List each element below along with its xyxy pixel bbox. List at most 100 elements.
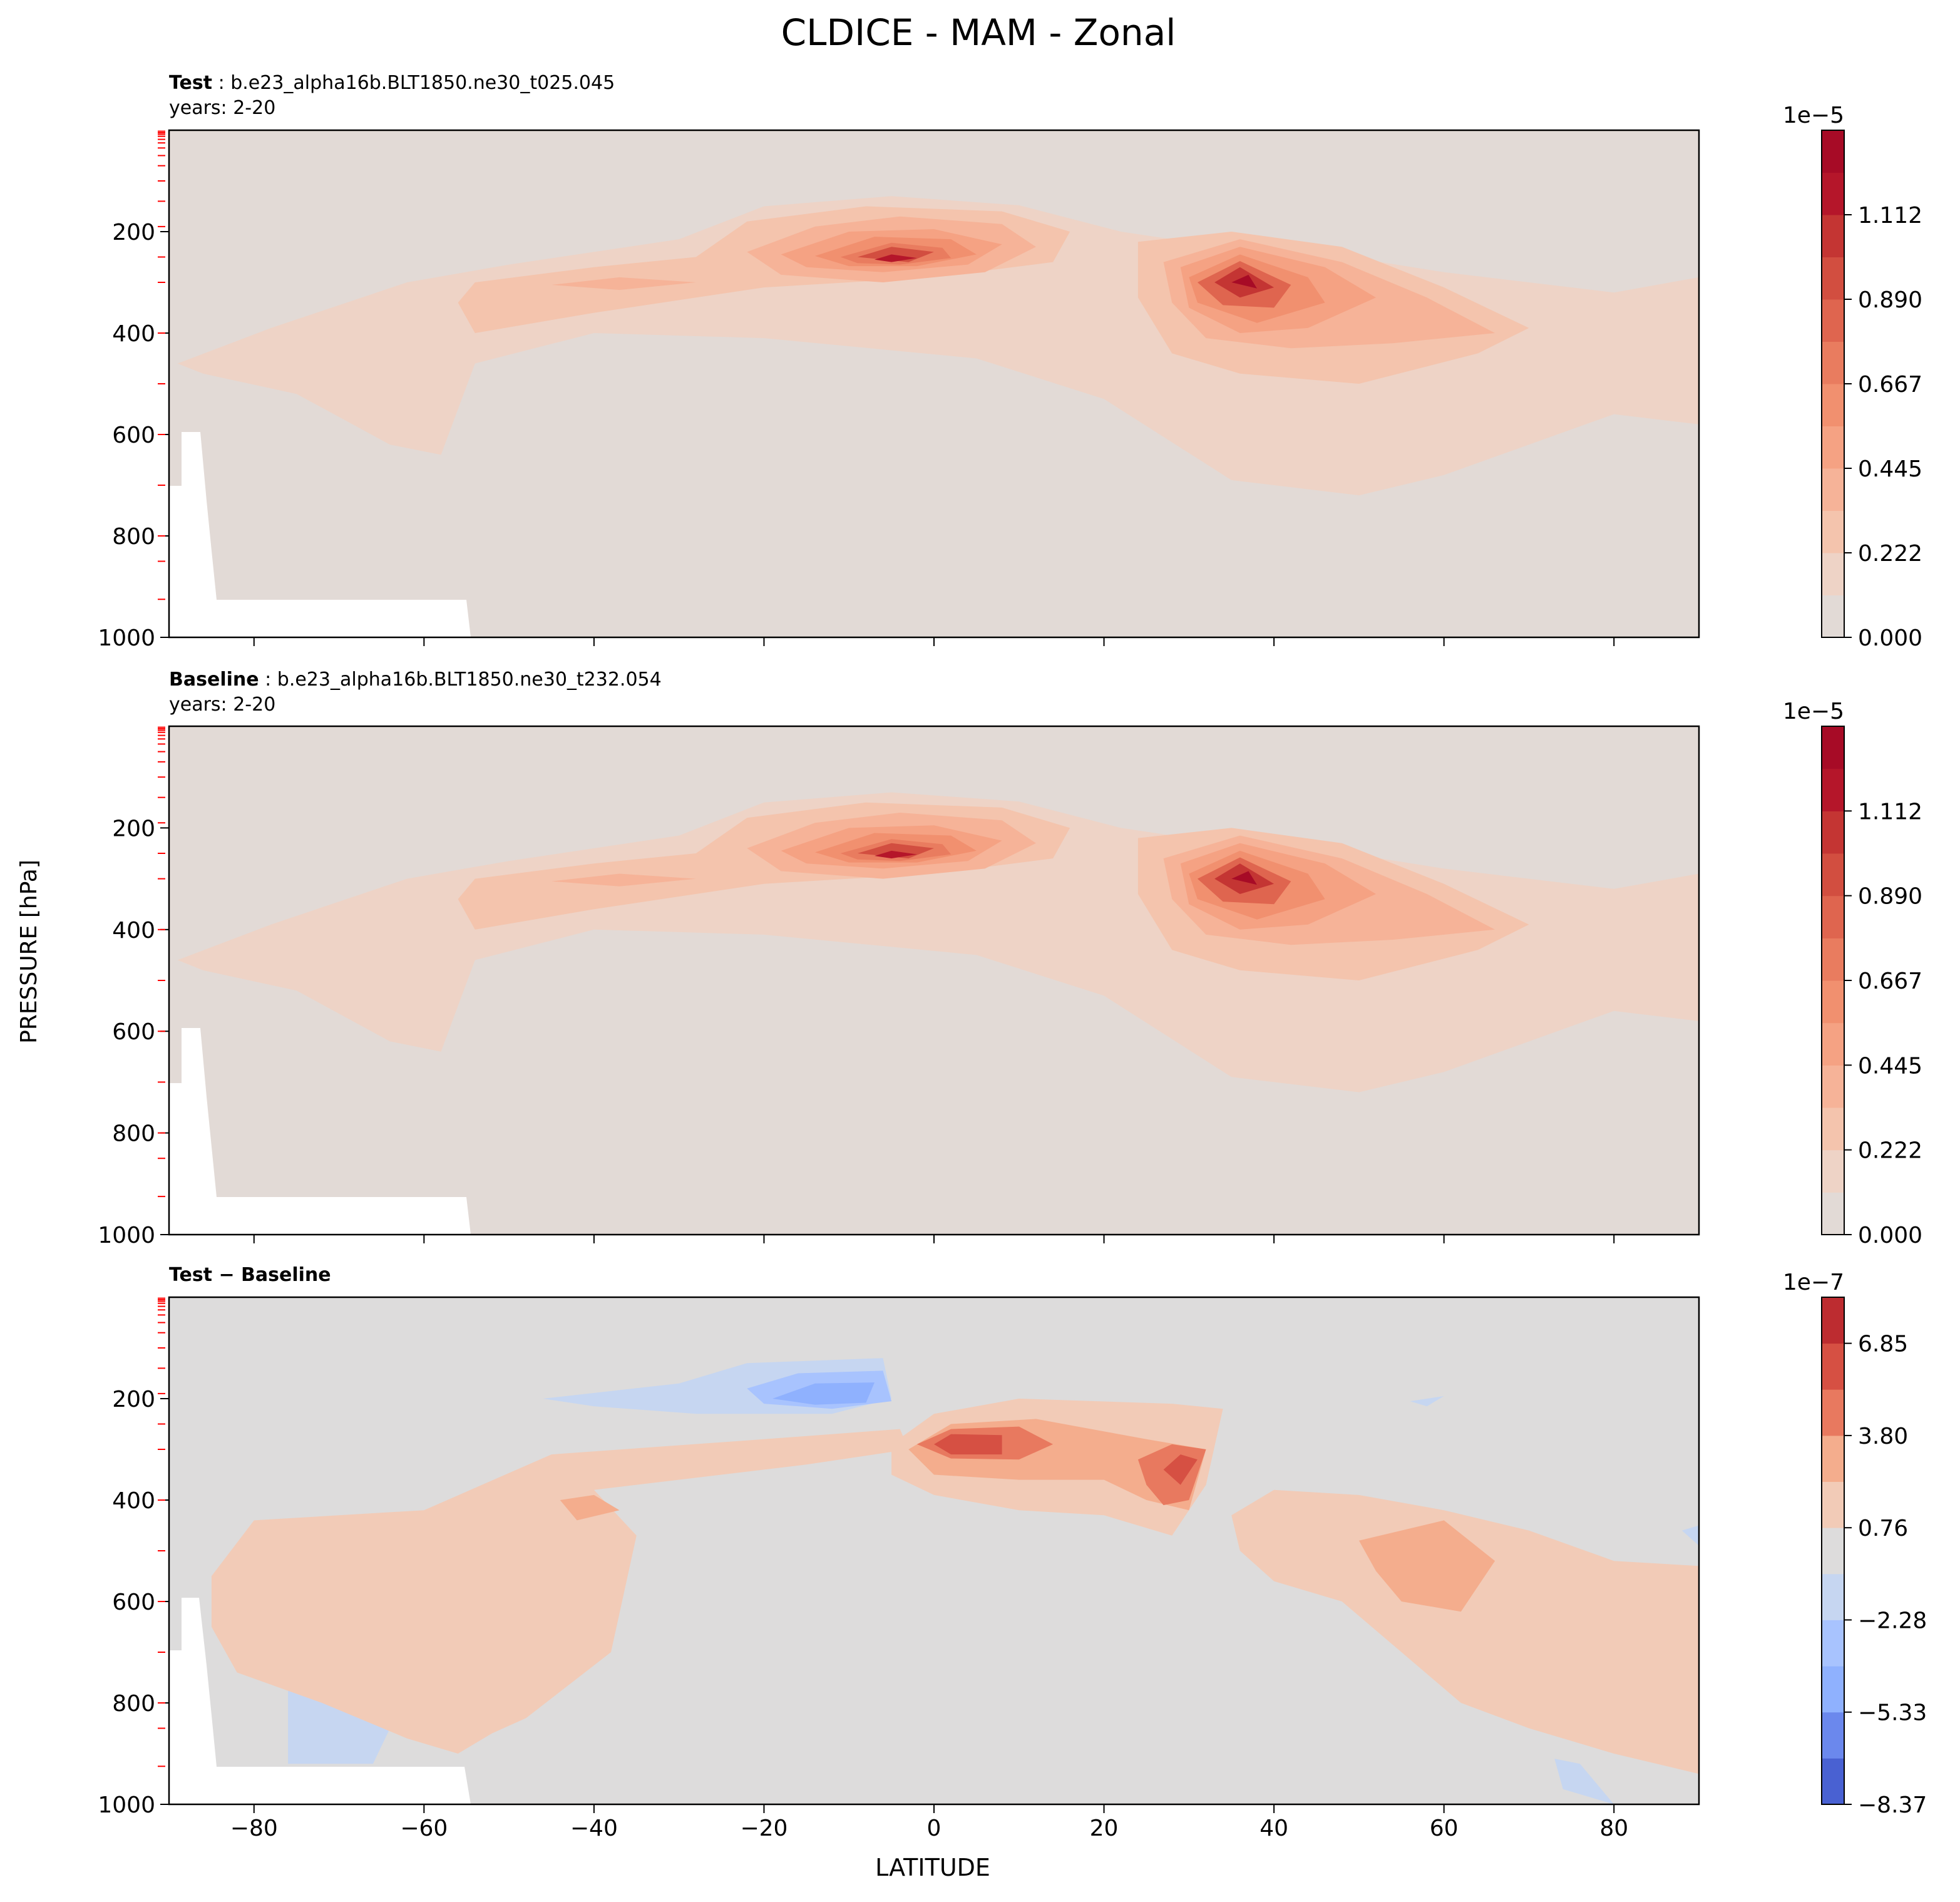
contour-field bbox=[169, 1297, 1699, 1804]
panel-title-bold: Test bbox=[169, 72, 212, 94]
contour-band bbox=[552, 873, 696, 887]
colorbar-swatch bbox=[1822, 1620, 1844, 1667]
panel-subtitle: years: 2-20 bbox=[169, 694, 275, 716]
contour-field bbox=[169, 726, 1699, 1235]
missing-data-mask bbox=[169, 1028, 471, 1235]
colorbar-swatch bbox=[1822, 553, 1844, 595]
contour-band bbox=[1681, 1525, 1699, 1546]
colorbar: 1e−5 0.000 0.222 0.445 0.667 0.890 1.112 bbox=[1783, 699, 1922, 1248]
colorbar-swatch bbox=[1822, 811, 1844, 854]
colorbar-swatch bbox=[1822, 299, 1844, 342]
colorbar-tick-label: 0.890 bbox=[1858, 287, 1922, 313]
y-tick-label: 200 bbox=[112, 1387, 155, 1412]
y-tick-label: 400 bbox=[112, 1488, 155, 1514]
x-tick-label: 40 bbox=[1260, 1816, 1288, 1841]
colorbar-swatch bbox=[1822, 1712, 1844, 1759]
x-tick-label: −20 bbox=[740, 1816, 788, 1841]
colorbar-swatch bbox=[1822, 426, 1844, 469]
colorbar-exponent: 1e−7 bbox=[1783, 1270, 1844, 1295]
colorbar-swatch bbox=[1822, 726, 1844, 769]
colorbar-swatch bbox=[1822, 980, 1844, 1024]
contour-bands bbox=[177, 196, 1699, 496]
x-tick-label: 60 bbox=[1430, 1816, 1459, 1841]
y-tick-label: 1000 bbox=[98, 1792, 155, 1818]
contour-band bbox=[211, 1429, 909, 1754]
colorbar-swatch bbox=[1822, 1108, 1844, 1151]
x-tick-label: 0 bbox=[927, 1816, 942, 1841]
colorbar-tick-label: 0.890 bbox=[1858, 884, 1922, 910]
y-tick-label: 400 bbox=[112, 321, 155, 347]
y-tick-label: 800 bbox=[112, 1691, 155, 1717]
x-tick-label: 80 bbox=[1599, 1816, 1628, 1841]
contour-band bbox=[875, 850, 917, 859]
x-tick-label: 20 bbox=[1090, 1816, 1119, 1841]
colorbar-swatch bbox=[1822, 1389, 1844, 1436]
colorbar-tick-label: 6.85 bbox=[1858, 1332, 1908, 1357]
colorbar-tick-label: 0.000 bbox=[1858, 625, 1922, 651]
colorbar: 1e−7 −8.37 −5.33 −2.28 0.76 3.80 6.85 bbox=[1783, 1270, 1927, 1818]
contour-band bbox=[772, 1382, 875, 1405]
colorbar-swatch bbox=[1822, 768, 1844, 811]
figure-title: CLDICE - MAM - Zonal bbox=[781, 11, 1176, 54]
contour-band bbox=[875, 254, 917, 262]
colorbar-swatch bbox=[1822, 1297, 1844, 1344]
contour-band bbox=[1231, 1489, 1699, 1774]
contour-band bbox=[1163, 1454, 1198, 1485]
panel-baseline: Baseline : b.e23_alpha16b.BLT1850.ne30_t… bbox=[98, 669, 1922, 1248]
colorbar-swatch bbox=[1822, 1149, 1844, 1193]
y-tick-label: 1000 bbox=[98, 625, 155, 651]
y-axis-label: PRESSURE [hPa] bbox=[16, 860, 42, 1044]
colorbar-tick-label: 0.667 bbox=[1858, 372, 1922, 398]
contour-band bbox=[1410, 1396, 1444, 1407]
contour-band bbox=[934, 1434, 1002, 1455]
colorbar-exponent: 1e−5 bbox=[1783, 103, 1844, 128]
colorbar-tick-label: 0.667 bbox=[1858, 969, 1922, 994]
colorbar-swatch bbox=[1822, 510, 1844, 553]
y-tick-label: 800 bbox=[112, 524, 155, 550]
contour-bands bbox=[177, 792, 1699, 1092]
colorbar-tick-label: 0.222 bbox=[1858, 1138, 1922, 1164]
y-tick-label: 1000 bbox=[98, 1223, 155, 1248]
colorbar: 1e−5 0.000 0.222 0.445 0.667 0.890 1.112 bbox=[1783, 103, 1922, 651]
y-tick-label: 600 bbox=[112, 1590, 155, 1615]
contour-band bbox=[1231, 871, 1257, 885]
contour-field bbox=[169, 130, 1699, 637]
contour-bands bbox=[211, 1358, 1699, 1804]
colorbar-exponent: 1e−5 bbox=[1783, 699, 1844, 724]
colorbar-swatch bbox=[1822, 130, 1844, 173]
colorbar-tick-label: 0.222 bbox=[1858, 541, 1922, 567]
colorbar-tick-label: 0.445 bbox=[1858, 456, 1922, 482]
colorbar-frame bbox=[1821, 1297, 1845, 1805]
colorbar-swatch bbox=[1822, 1481, 1844, 1528]
colorbar-swatch bbox=[1822, 595, 1844, 638]
colorbar-tick-label: 1.112 bbox=[1858, 203, 1922, 229]
colorbar-tick-label: 0.445 bbox=[1858, 1053, 1922, 1079]
colorbar-tick-label: 0.76 bbox=[1858, 1516, 1908, 1541]
colorbar-swatch bbox=[1822, 384, 1844, 426]
colorbar-tick-label: 0.000 bbox=[1858, 1223, 1922, 1248]
y-axis: 200 400 600 800 1000 bbox=[98, 726, 169, 1248]
colorbar-tick-label: −8.37 bbox=[1858, 1792, 1927, 1818]
x-axis bbox=[253, 1235, 1615, 1243]
panel-test: Test : b.e23_alpha16b.BLT1850.ne30_t025.… bbox=[98, 72, 1922, 651]
y-tick-label: 800 bbox=[112, 1121, 155, 1147]
panel-title: Test − Baseline bbox=[169, 1264, 331, 1286]
x-axis: −80 −60 −40 −20 0 20 40 60 80 bbox=[230, 1804, 1628, 1841]
y-tick-label: 200 bbox=[112, 220, 155, 245]
colorbar-swatch bbox=[1822, 215, 1844, 257]
colorbar-swatch bbox=[1822, 895, 1844, 938]
x-tick-label: −60 bbox=[400, 1816, 448, 1841]
y-tick-label: 600 bbox=[112, 1019, 155, 1045]
colorbar-swatch bbox=[1822, 172, 1844, 215]
panel-title: Test : b.e23_alpha16b.BLT1850.ne30_t025.… bbox=[169, 72, 615, 94]
colorbar-swatch bbox=[1822, 1022, 1844, 1066]
colorbar-swatch bbox=[1822, 938, 1844, 981]
colorbar-tick-label: −2.28 bbox=[1858, 1608, 1927, 1633]
x-axis-label: LATITUDE bbox=[875, 1854, 990, 1881]
contour-band bbox=[1231, 274, 1257, 289]
panel-title-case: : b.e23_alpha16b.BLT1850.ne30_t025.045 bbox=[212, 72, 615, 94]
x-tick-label: −40 bbox=[570, 1816, 618, 1841]
contour-band bbox=[1554, 1759, 1614, 1804]
colorbar-swatch bbox=[1822, 468, 1844, 511]
